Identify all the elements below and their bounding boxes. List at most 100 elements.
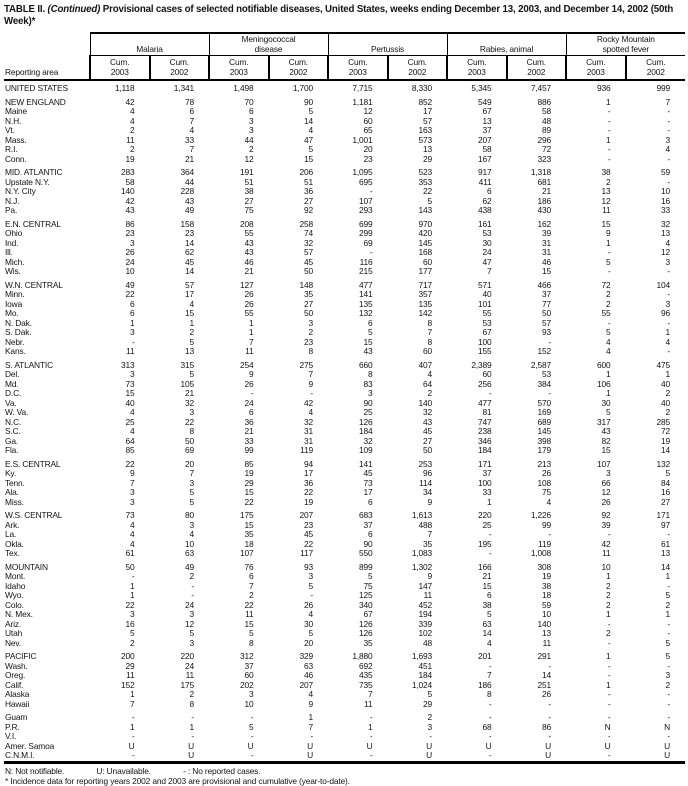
value-cell: 5 <box>189 628 195 639</box>
value-cell: 125 <box>359 590 373 601</box>
value-cell: 6 <box>368 496 373 507</box>
value-cell: 21 <box>542 186 552 197</box>
table-row: Wyo. 1 - 2 - 125 11 6 18 2 5 <box>4 591 685 601</box>
value-cell: 35 <box>244 529 254 540</box>
value-cell: 25 <box>482 519 492 530</box>
reporting-area-cell: NEW ENGLAND <box>5 96 66 107</box>
table-row: Md. 73 105 26 9 83 64 256 384 106 40 <box>4 378 685 390</box>
value-cell: 42 <box>125 96 135 107</box>
value-cell: - <box>667 289 671 300</box>
table-row: Conn. 19 21 12 15 23 29 167 323 - - <box>4 153 685 165</box>
value-cell: 69 <box>363 237 373 248</box>
value-cell: 32 <box>661 218 671 229</box>
table-row: PACIFIC 200 220 312 329 1,880 1,693 201 291 1 5 <box>4 652 685 662</box>
value-cell: - <box>488 548 492 559</box>
value-cell: 55 <box>482 308 492 319</box>
table-row: Ind. 3 14 43 32 69 145 30 31 1 4 <box>4 237 685 249</box>
value-cell: - <box>607 153 611 164</box>
value-cell: 475 <box>656 359 671 370</box>
value-cell: 3 <box>606 468 611 479</box>
value-cell: 689 <box>537 416 552 427</box>
value-cell: - <box>607 689 611 700</box>
table-row: N.C. 25 22 36 32 126 43 747 689 317 285 <box>4 416 685 428</box>
value-cell: 407 <box>418 359 433 370</box>
value-cell: 50 <box>185 435 195 446</box>
value-cell: 411 <box>478 176 492 187</box>
reporting-area-cell: Ariz. <box>5 618 22 629</box>
value-cell: 37 <box>542 289 552 300</box>
value-cell: 14 <box>185 266 195 277</box>
value-cell: 90 <box>304 96 314 107</box>
value-cell: - <box>369 186 373 197</box>
reporting-area-cell: Wyo. <box>5 590 24 601</box>
value-cell: 32 <box>423 407 433 418</box>
reporting-area-cell: Tex. <box>5 548 20 559</box>
value-cell: 42 <box>304 397 314 408</box>
value-cell: 169 <box>537 407 552 418</box>
value-cell: 917 <box>478 167 492 178</box>
value-cell: - <box>548 336 552 347</box>
value-cell: 14 <box>661 445 671 456</box>
reporting-area-cell: R.I. <box>5 144 18 155</box>
value-cell: 72 <box>601 279 611 290</box>
value-cell: 6 <box>487 186 492 197</box>
value-cell: 1 <box>606 96 611 107</box>
reporting-area-cell: Iowa <box>5 298 23 309</box>
value-cell: 99 <box>542 519 552 530</box>
reporting-area-cell: MOUNTAIN <box>5 561 48 572</box>
value-cell: 8 <box>308 346 314 357</box>
value-cell: 285 <box>656 416 671 427</box>
value-cell: 16 <box>125 618 135 629</box>
value-cell: 550 <box>359 548 373 559</box>
value-cell: 4 <box>129 519 135 530</box>
value-cell: 72 <box>542 144 552 155</box>
value-cell: 45 <box>304 529 314 540</box>
value-cell: 7,715 <box>352 83 373 94</box>
table-row: Idaho 1-7 5 75 147 15 38 2- <box>4 580 685 592</box>
value-cell: 86 <box>125 218 135 229</box>
table-row: Guam - - - 1 - 2 - - - - <box>4 713 685 723</box>
value-cell: 4 <box>606 336 611 347</box>
value-cell: 1 <box>189 721 195 732</box>
value-cell: 258 <box>299 218 314 229</box>
value-cell: 384 <box>537 378 552 389</box>
value-cell: 39 <box>542 228 552 239</box>
value-cell: 6 <box>129 308 135 319</box>
value-cell: 3 <box>129 496 135 507</box>
value-cell: 32 <box>304 416 314 427</box>
value-cell: 2,389 <box>471 359 492 370</box>
value-cell: 171 <box>478 458 492 469</box>
table-row: UNITED STATES 1,118 1,341 1,498 1,700 7,715 8,… <box>4 80 685 94</box>
value-cell: 201 <box>478 651 492 662</box>
column-subheader: Cum. 2003 <box>327 55 388 82</box>
value-cell: - <box>488 388 492 399</box>
value-cell: 1,302 <box>411 561 433 572</box>
value-cell: - <box>310 731 314 742</box>
value-cell: - <box>191 712 195 723</box>
value-cell: 21 <box>244 266 254 277</box>
value-cell: 24 <box>482 247 492 258</box>
value-cell: 2 <box>606 580 611 591</box>
value-cell: 132 <box>656 458 671 469</box>
value-cell: 106 <box>597 378 611 389</box>
value-cell: 109 <box>359 445 373 456</box>
value-cell: 10 <box>661 186 671 197</box>
value-cell: - <box>488 529 492 540</box>
value-cell: 329 <box>299 651 314 662</box>
value-cell: 21 <box>185 388 195 399</box>
value-cell: 11 <box>542 637 552 648</box>
value-cell: 13 <box>601 186 611 197</box>
table-row: N. Mex. 3 3 11 4 67 194 5 10 1 1 <box>4 610 685 620</box>
value-cell: U <box>426 750 433 761</box>
value-cell: 22 <box>125 289 135 300</box>
table-row: S. ATLANTIC 313 315 254 275 660 407 2,389 2,587 6… <box>4 359 685 371</box>
value-cell: 3 <box>249 125 254 136</box>
value-cell: 40 <box>125 397 135 408</box>
value-cell: 5 <box>606 256 611 267</box>
column-subheader: Cum. 2003 <box>565 55 626 82</box>
value-cell: 17 <box>363 487 373 498</box>
value-cell: 58 <box>125 176 135 187</box>
value-cell: 600 <box>597 359 611 370</box>
value-cell: 1,001 <box>352 134 373 145</box>
value-cell: 24 <box>244 397 254 408</box>
